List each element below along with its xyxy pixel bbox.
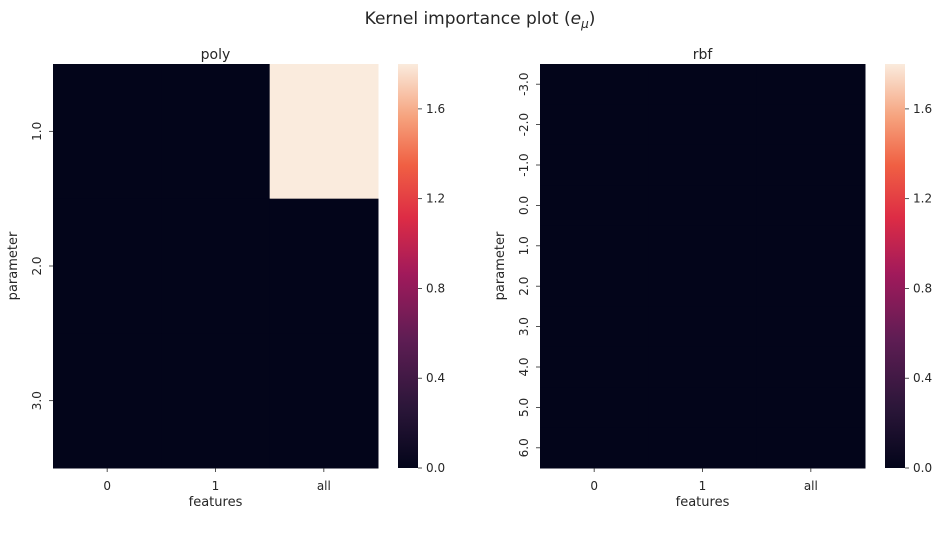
figure-title: Kernel importance plot (eμ) xyxy=(365,9,596,31)
heatmap-cell-0-2 xyxy=(756,64,866,105)
heatmap-cell-0-0 xyxy=(53,64,162,200)
x-tick-label: all xyxy=(317,479,331,493)
heatmap-cell-4-2 xyxy=(756,225,866,267)
x-tick-label: 1 xyxy=(212,479,220,493)
heatmap-cell-1-0 xyxy=(53,198,162,334)
y-tick-label: -2.0 xyxy=(517,113,531,136)
y-tick-label: 1.0 xyxy=(517,236,531,255)
heatmap-cell-8-1 xyxy=(648,387,758,429)
heatmap-cell-1-0 xyxy=(540,104,649,146)
heatmap-cell-5-0 xyxy=(540,266,649,307)
heatmap-cell-7-1 xyxy=(648,346,758,388)
colorbar-tick-label: 0.0 xyxy=(426,461,445,475)
x-tick-label: all xyxy=(804,479,818,493)
heatmap-cell-6-0 xyxy=(540,306,649,348)
y-tick-label: 2.0 xyxy=(30,256,44,275)
heatmap-cell-2-0 xyxy=(540,144,649,186)
heatmap-cell-8-2 xyxy=(756,387,866,429)
heatmap-cell-0-2 xyxy=(269,64,379,200)
colorbar-tick-label: 1.6 xyxy=(913,102,932,116)
heatmap-cell-1-1 xyxy=(161,198,271,334)
heatmap-cell-4-1 xyxy=(648,225,758,267)
colorbar-tick-label: 1.6 xyxy=(426,102,445,116)
heatmap-cell-0-1 xyxy=(648,64,758,105)
heatmap-cell-9-0 xyxy=(540,427,649,469)
colorbar xyxy=(398,64,418,468)
x-tick-label: 1 xyxy=(699,479,707,493)
x-tick-label: 0 xyxy=(590,479,598,493)
heatmap-cell-6-1 xyxy=(648,306,758,348)
heatmap-cell-2-1 xyxy=(161,333,271,469)
heatmap-cell-2-2 xyxy=(756,144,866,186)
y-tick-label: -1.0 xyxy=(517,153,531,176)
heatmap-cell-1-1 xyxy=(648,104,758,146)
heatmap-cell-9-1 xyxy=(648,427,758,469)
heatmap-cell-9-2 xyxy=(756,427,866,469)
colorbar-tick-label: 1.2 xyxy=(913,192,932,206)
heatmap-cell-3-1 xyxy=(648,185,758,227)
heatmap-cell-1-2 xyxy=(756,104,866,146)
heatmap-cell-2-1 xyxy=(648,144,758,186)
heatmap-cell-8-0 xyxy=(540,387,649,429)
heatmap-cell-3-2 xyxy=(756,185,866,227)
y-axis-label: parameter xyxy=(6,231,21,300)
heatmap-cell-0-1 xyxy=(161,64,271,200)
rbf-heatmap-panel: rbf 0 1 all -3.0 -2.0 -1.0 0.0 1.0 2.0 3.0 4.0 5.0 6.… xyxy=(493,47,932,510)
y-tick-label: 2.0 xyxy=(517,277,531,296)
panel-title: poly xyxy=(201,47,231,63)
y-tick-label: 5.0 xyxy=(517,398,531,417)
y-tick-label: 4.0 xyxy=(517,357,531,376)
heatmap-cell-2-2 xyxy=(269,333,379,469)
heatmap-cell-5-2 xyxy=(756,266,866,307)
x-axis-label: features xyxy=(676,495,730,510)
y-axis-label: parameter xyxy=(493,231,508,300)
colorbar-tick-label: 0.8 xyxy=(426,281,445,295)
colorbar-tick-label: 1.2 xyxy=(426,192,445,206)
y-tick-label: 0.0 xyxy=(517,196,531,215)
heatmap-cell-0-0 xyxy=(540,64,649,105)
heatmap-cell-4-0 xyxy=(540,225,649,267)
x-axis-label: features xyxy=(189,495,243,510)
y-tick-label: 1.0 xyxy=(30,122,44,141)
heatmap-cell-7-0 xyxy=(540,346,649,388)
poly-heatmap-panel: poly 0 1 all 1.0 2.0 3.0 features parameter 0.0 0.… xyxy=(6,47,445,510)
heatmap-cell-3-0 xyxy=(540,185,649,227)
y-tick-label: -3.0 xyxy=(517,72,531,95)
colorbar-tick-label: 0.8 xyxy=(913,281,932,295)
heatmap-cell-5-1 xyxy=(648,266,758,307)
heatmap-cell-2-0 xyxy=(53,333,162,469)
colorbar-tick-label: 0.0 xyxy=(913,461,932,475)
panel-title: rbf xyxy=(693,47,714,63)
colorbar xyxy=(885,64,905,468)
heatmap-cell-6-2 xyxy=(756,306,866,348)
x-tick-label: 0 xyxy=(103,479,111,493)
y-tick-label: 3.0 xyxy=(30,391,44,410)
colorbar-tick-label: 0.4 xyxy=(913,371,932,385)
y-tick-label: 6.0 xyxy=(517,438,531,457)
y-tick-label: 3.0 xyxy=(517,317,531,336)
heatmap-cell-7-2 xyxy=(756,346,866,388)
heatmap-cell-1-2 xyxy=(269,198,379,334)
colorbar-tick-label: 0.4 xyxy=(426,371,445,385)
